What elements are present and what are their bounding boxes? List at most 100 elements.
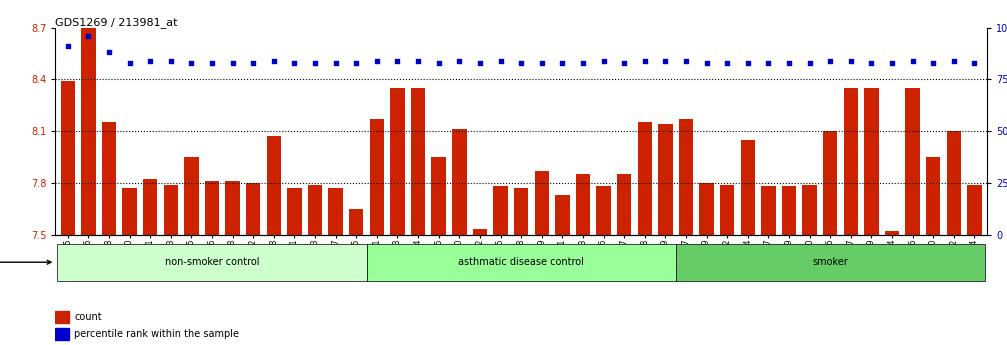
Point xyxy=(163,58,179,63)
FancyBboxPatch shape xyxy=(676,244,985,281)
Text: GDS1269 / 213981_at: GDS1269 / 213981_at xyxy=(55,17,178,28)
Point xyxy=(946,58,962,63)
Point xyxy=(59,43,76,49)
Point xyxy=(122,60,138,66)
Point xyxy=(760,60,776,66)
Point xyxy=(390,58,406,63)
Point xyxy=(699,60,715,66)
Point xyxy=(492,58,509,63)
Bar xyxy=(55,328,69,340)
Text: non-smoker control: non-smoker control xyxy=(165,257,259,267)
Bar xyxy=(493,186,508,235)
Point xyxy=(863,60,879,66)
Bar xyxy=(781,186,797,235)
Bar xyxy=(123,188,137,235)
Point xyxy=(101,50,117,55)
Bar xyxy=(637,122,652,235)
Bar xyxy=(308,185,322,235)
Point xyxy=(142,58,158,63)
Point xyxy=(616,60,632,66)
Point xyxy=(369,58,385,63)
Text: asthmatic disease control: asthmatic disease control xyxy=(458,257,584,267)
Bar xyxy=(720,185,734,235)
Bar xyxy=(246,183,261,235)
Bar xyxy=(102,122,116,235)
Bar xyxy=(700,183,714,235)
Bar xyxy=(184,157,198,235)
Text: percentile rank within the sample: percentile rank within the sample xyxy=(75,329,239,339)
Bar xyxy=(391,88,405,235)
Bar xyxy=(143,179,157,235)
Point xyxy=(904,58,920,63)
Point xyxy=(81,33,97,39)
Point xyxy=(307,60,323,66)
Point xyxy=(740,60,756,66)
Point xyxy=(451,58,467,63)
Point xyxy=(925,60,942,66)
Bar xyxy=(452,129,466,235)
Bar xyxy=(864,88,879,235)
Point xyxy=(266,58,282,63)
Bar xyxy=(968,185,982,235)
Bar xyxy=(287,188,302,235)
Point xyxy=(884,60,900,66)
Bar xyxy=(267,136,281,235)
Bar xyxy=(55,310,69,323)
Bar xyxy=(596,186,611,235)
Bar xyxy=(947,131,961,235)
Bar xyxy=(761,186,775,235)
Point xyxy=(595,58,611,63)
Point xyxy=(225,60,241,66)
Bar xyxy=(659,124,673,235)
Point xyxy=(636,58,653,63)
FancyBboxPatch shape xyxy=(367,244,676,281)
Point xyxy=(514,60,530,66)
Bar xyxy=(679,119,693,235)
Bar xyxy=(905,88,919,235)
Point xyxy=(575,60,591,66)
Bar xyxy=(555,195,570,235)
Point xyxy=(245,60,261,66)
Point xyxy=(204,60,221,66)
Bar xyxy=(535,171,549,235)
Bar xyxy=(411,88,425,235)
Bar xyxy=(204,181,220,235)
Point xyxy=(327,60,343,66)
Point xyxy=(431,60,447,66)
Bar xyxy=(803,185,817,235)
Point xyxy=(534,60,550,66)
Bar xyxy=(926,157,941,235)
Point xyxy=(183,60,199,66)
Point xyxy=(781,60,798,66)
Bar xyxy=(514,188,529,235)
FancyBboxPatch shape xyxy=(57,244,367,281)
Bar xyxy=(349,209,364,235)
Bar xyxy=(431,157,446,235)
Point xyxy=(348,60,365,66)
Bar xyxy=(885,231,899,235)
Point xyxy=(678,58,694,63)
Point xyxy=(554,60,570,66)
Bar xyxy=(60,81,75,235)
Point xyxy=(410,58,426,63)
Point xyxy=(658,58,674,63)
Bar xyxy=(370,119,384,235)
Bar xyxy=(823,131,838,235)
Bar xyxy=(82,28,96,235)
Point xyxy=(719,60,735,66)
Bar xyxy=(844,88,858,235)
Text: agent: agent xyxy=(0,257,51,267)
Point xyxy=(967,60,983,66)
Point xyxy=(472,60,488,66)
Point xyxy=(843,58,859,63)
Point xyxy=(822,58,838,63)
Bar xyxy=(163,185,178,235)
Text: count: count xyxy=(75,312,102,322)
Bar xyxy=(472,229,487,235)
Bar xyxy=(576,174,590,235)
Point xyxy=(802,60,818,66)
Text: smoker: smoker xyxy=(813,257,848,267)
Point xyxy=(286,60,302,66)
Bar xyxy=(740,140,755,235)
Bar xyxy=(226,181,240,235)
